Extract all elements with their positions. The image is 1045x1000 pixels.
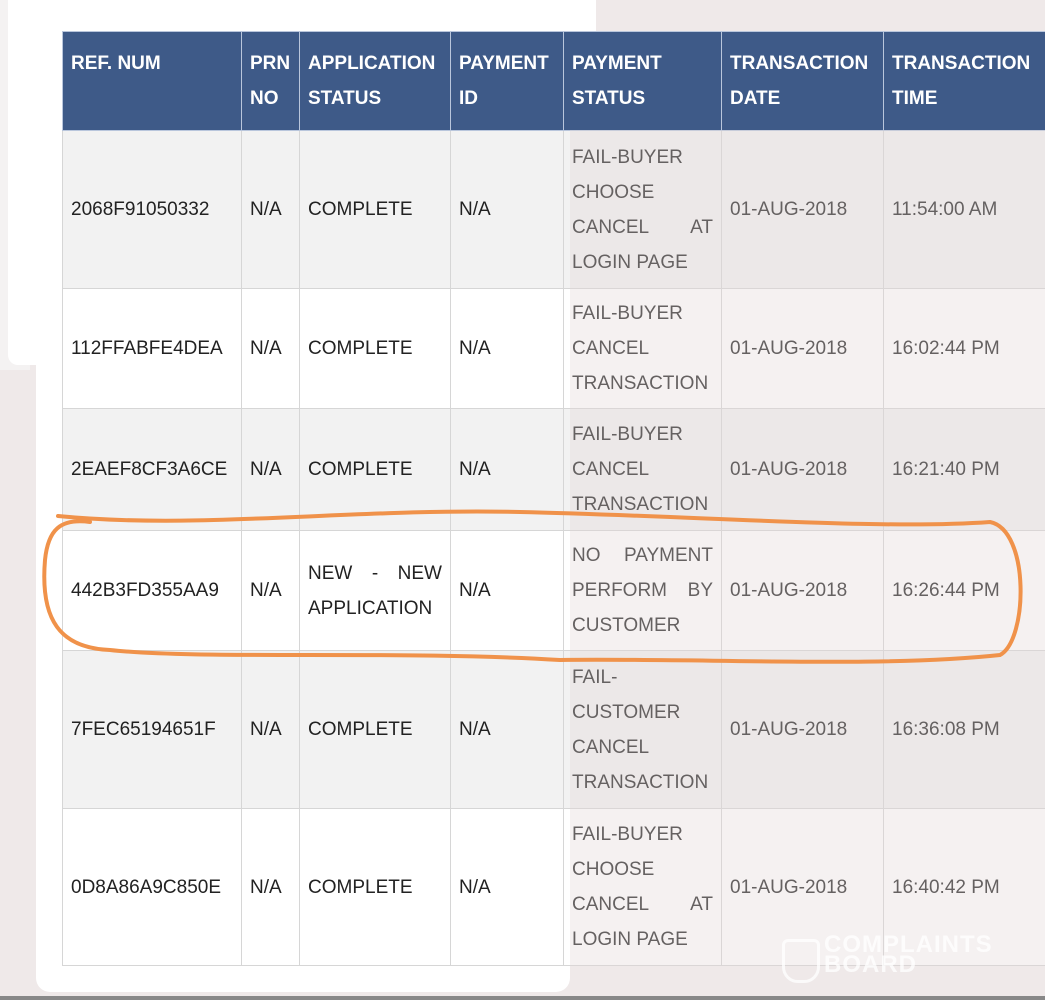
shield-logo-icon [782,939,820,983]
ref-num-cell: 0D8A86A9C850E [62,808,242,966]
header-prn-no[interactable]: PRN NO [241,31,300,131]
transaction-time-cell: 16:36:08 PM [883,650,1045,809]
payment-status-cell: FAIL-BUYER CHOOSE CANCEL AT LOGIN PAGE [563,808,722,966]
table-header-row: REF. NUM PRN NO APPLICATION STATUS PAYME… [62,31,1045,131]
watermark-line2: BOARD [824,951,917,978]
transaction-time-cell: 16:40:42 PM [883,808,1045,966]
application-status-cell: COMPLETE [299,808,451,966]
table-row[interactable]: 2068F91050332 N/A COMPLETE N/A FAIL-BUYER CH… [62,130,1045,289]
table-row[interactable]: 2EAEF8CF3A6CE N/A COMPLETE N/A FAIL-BUYER CA… [62,408,1045,531]
ref-num-cell: 112FFABFE4DEA [62,288,242,409]
header-transaction-date[interactable]: TRANSACTION DATE [721,31,884,131]
table-row[interactable]: 112FFABFE4DEA N/A COMPLETE N/A FAIL-BUYER CA… [62,288,1045,409]
application-status-cell: COMPLETE [299,408,451,531]
table-row[interactable]: 442B3FD355AA9 N/A NEW - NEW APPLICATION N/A… [62,530,1045,651]
payment-id-cell: N/A [450,650,564,809]
ref-num-cell: 2EAEF8CF3A6CE [62,408,242,531]
transaction-date-cell: 01-AUG-2018 [721,408,884,531]
payment-id-cell: N/A [450,288,564,409]
payment-status-cell: NO PAYMENT PERFORM BY CUSTOMER [563,530,722,651]
header-application-status[interactable]: APPLICATION STATUS [299,31,451,131]
transaction-date-cell: 01-AUG-2018 [721,288,884,409]
transaction-time-cell: 16:02:44 PM [883,288,1045,409]
payment-id-cell: N/A [450,530,564,651]
header-transaction-time[interactable]: TRANSACTION TIME [883,31,1045,131]
application-status-cell: COMPLETE [299,650,451,809]
transaction-date-cell: 01-AUG-2018 [721,808,884,966]
prn-cell: N/A [241,530,300,651]
prn-cell: N/A [241,288,300,409]
header-payment-id[interactable]: PAYMENT ID [450,31,564,131]
transaction-date-cell: 01-AUG-2018 [721,130,884,289]
application-status-cell: NEW - NEW APPLICATION [299,530,451,651]
ref-num-cell: 442B3FD355AA9 [62,530,242,651]
prn-cell: N/A [241,650,300,809]
transaction-time-cell: 16:26:44 PM [883,530,1045,651]
transaction-date-cell: 01-AUG-2018 [721,650,884,809]
header-ref-num[interactable]: REF. NUM [62,31,242,131]
transaction-time-cell: 11:54:00 AM [883,130,1045,289]
ref-num-cell: 7FEC65194651F [62,650,242,809]
prn-cell: N/A [241,130,300,289]
table-row[interactable]: 7FEC65194651F N/A COMPLETE N/A FAIL- CUSTOME… [62,650,1045,809]
bottom-divider [0,996,1045,1000]
application-status-cell: COMPLETE [299,130,451,289]
payment-status-cell: FAIL-BUYER CANCEL TRANSACTION [563,288,722,409]
payment-status-cell: FAIL-BUYER CANCEL TRANSACTION [563,408,722,531]
ref-num-cell: 2068F91050332 [62,130,242,289]
application-status-cell: COMPLETE [299,288,451,409]
payment-id-cell: N/A [450,408,564,531]
table-row[interactable]: 0D8A86A9C850E N/A COMPLETE N/A FAIL-BUYER CH… [62,808,1045,966]
prn-cell: N/A [241,808,300,966]
watermark-line1: COMPLAINTS [824,931,993,958]
payment-id-cell: N/A [450,130,564,289]
transactions-table: REF. NUM PRN NO APPLICATION STATUS PAYME… [62,31,1045,966]
header-payment-status[interactable]: PAYMENT STATUS [563,31,722,131]
payment-id-cell: N/A [450,808,564,966]
transaction-date-cell: 01-AUG-2018 [721,530,884,651]
payment-status-cell: FAIL-BUYER CHOOSE CANCEL AT LOGIN PAGE [563,130,722,289]
prn-cell: N/A [241,408,300,531]
payment-status-cell: FAIL- CUSTOMER CANCEL TRANSACTION [563,650,722,809]
transaction-time-cell: 16:21:40 PM [883,408,1045,531]
